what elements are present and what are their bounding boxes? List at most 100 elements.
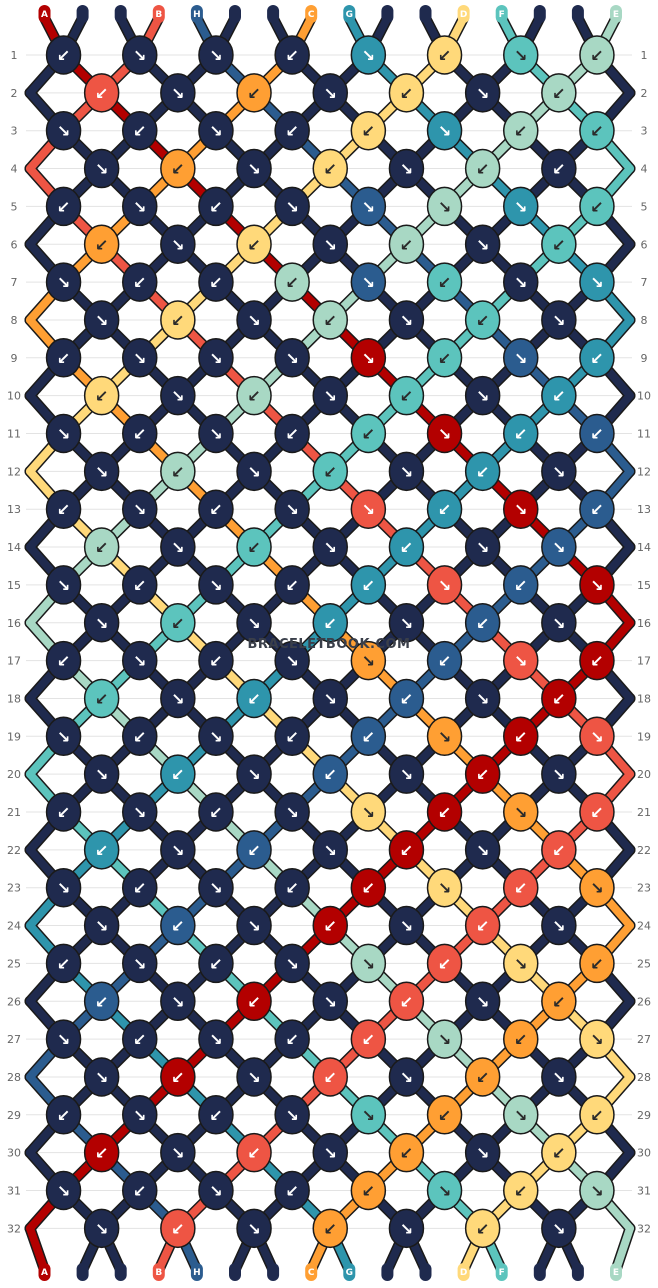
string-tab-top [267, 5, 280, 23]
knot-direction-arrow-icon: ↙ [552, 235, 565, 254]
string-color-swatch [190, 1263, 203, 1281]
knot: ↘ [160, 375, 196, 416]
knot-oval [541, 527, 577, 567]
knot-oval [579, 565, 615, 605]
knot-oval [312, 1208, 348, 1249]
knot-oval [541, 754, 577, 794]
knot: ↙ [83, 224, 120, 264]
knot-direction-arrow-icon: ↙ [57, 197, 70, 216]
knot-oval [83, 148, 120, 189]
knot-oval [388, 73, 425, 113]
knot: ↙ [160, 451, 196, 492]
knot-oval [503, 489, 539, 529]
row-number-left: 5 [11, 200, 18, 213]
knot: ↘ [83, 451, 120, 492]
row-number-left: 7 [11, 276, 18, 289]
knot: ↙ [122, 413, 158, 454]
knot-direction-arrow-icon: ↙ [438, 46, 451, 65]
knot-oval [541, 1132, 577, 1173]
knot-direction-arrow-icon: ↙ [590, 46, 603, 65]
knot-direction-arrow-icon: ↘ [514, 954, 527, 973]
string-color-swatch [457, 1263, 470, 1281]
knot-oval [83, 224, 120, 264]
row-number-right: 5 [641, 200, 648, 213]
string-color-swatch [267, 5, 280, 23]
knot: ↙ [464, 754, 501, 794]
knot-oval [388, 527, 425, 567]
knot-oval [274, 943, 310, 984]
knot: ↘ [426, 565, 463, 605]
knot-oval [83, 1208, 120, 1249]
row-number-right: 27 [637, 1033, 651, 1046]
knot: ↙ [83, 527, 120, 567]
row-number-left: 16 [7, 617, 21, 630]
knot-oval [350, 1095, 387, 1135]
knot-oval [426, 943, 463, 984]
knot-oval [122, 1170, 158, 1211]
knot-oval [45, 792, 82, 832]
knot-direction-arrow-icon: ↙ [476, 1219, 489, 1238]
knot-direction-arrow-icon: ↙ [285, 1030, 298, 1049]
knot: ↘ [579, 716, 615, 757]
knot-oval [312, 224, 348, 264]
knot-direction-arrow-icon: ↘ [133, 46, 146, 65]
knot-direction-arrow-icon: ↙ [209, 197, 222, 216]
knot-oval [274, 716, 310, 757]
knot-oval [464, 678, 501, 719]
knot-oval [426, 413, 463, 454]
knot-direction-arrow-icon: ↘ [362, 500, 375, 519]
knot-oval [426, 565, 463, 605]
knot-oval [274, 35, 310, 75]
knot-direction-arrow-icon: ↙ [324, 160, 337, 179]
knot-oval [464, 981, 501, 1021]
knot: ↘ [541, 1208, 577, 1249]
string-color-swatch [267, 1263, 280, 1281]
knot-direction-arrow-icon: ↙ [590, 349, 603, 368]
knot-oval [541, 1057, 577, 1097]
knot-oval [274, 186, 310, 227]
knot-direction-arrow-icon: ↙ [171, 917, 184, 936]
knot: ↙ [45, 338, 82, 378]
knot-oval [464, 224, 501, 264]
knot-oval [350, 867, 387, 908]
knot-oval [312, 603, 348, 643]
row-number-left: 31 [7, 1185, 21, 1198]
knot-direction-arrow-icon: ↙ [95, 387, 108, 406]
knot: ↙ [274, 262, 310, 302]
knot: ↘ [312, 1132, 348, 1173]
knot-oval [160, 375, 196, 416]
knot: ↘ [45, 1170, 82, 1211]
knot-oval [579, 943, 615, 984]
knot: ↙ [464, 603, 501, 643]
string-color-swatch [533, 1263, 546, 1281]
knot: ↙ [464, 1208, 501, 1249]
knot: ↙ [274, 565, 310, 605]
knot-direction-arrow-icon: ↙ [400, 538, 413, 557]
knot: ↙ [541, 375, 577, 416]
knot-oval [388, 1057, 425, 1097]
knot-oval [579, 110, 615, 151]
knot: ↘ [122, 1095, 158, 1135]
string-color-swatch [190, 5, 203, 23]
knot-oval [579, 262, 615, 302]
knot-oval [388, 678, 425, 719]
knot-oval [579, 792, 615, 832]
knot: ↘ [198, 35, 234, 75]
string-tab-bottom: G [343, 1263, 356, 1281]
knot-oval [274, 1095, 310, 1135]
knot-oval [160, 224, 196, 264]
knot-oval [122, 565, 158, 605]
knot-direction-arrow-icon: ↙ [324, 614, 337, 633]
knot-oval [503, 565, 539, 605]
knot: ↙ [160, 603, 196, 643]
knot-direction-arrow-icon: ↘ [247, 765, 260, 784]
knot-oval [198, 1019, 234, 1059]
knot-direction-arrow-icon: ↘ [285, 197, 298, 216]
knot-oval [236, 148, 272, 189]
string-tab-bottom: F [495, 1263, 508, 1281]
knot-direction-arrow-icon: ↘ [552, 1219, 565, 1238]
row-number-left: 23 [7, 882, 21, 895]
knot-direction-arrow-icon: ↙ [324, 311, 337, 330]
knot: ↙ [45, 792, 82, 832]
string-color-swatch [229, 1263, 241, 1281]
